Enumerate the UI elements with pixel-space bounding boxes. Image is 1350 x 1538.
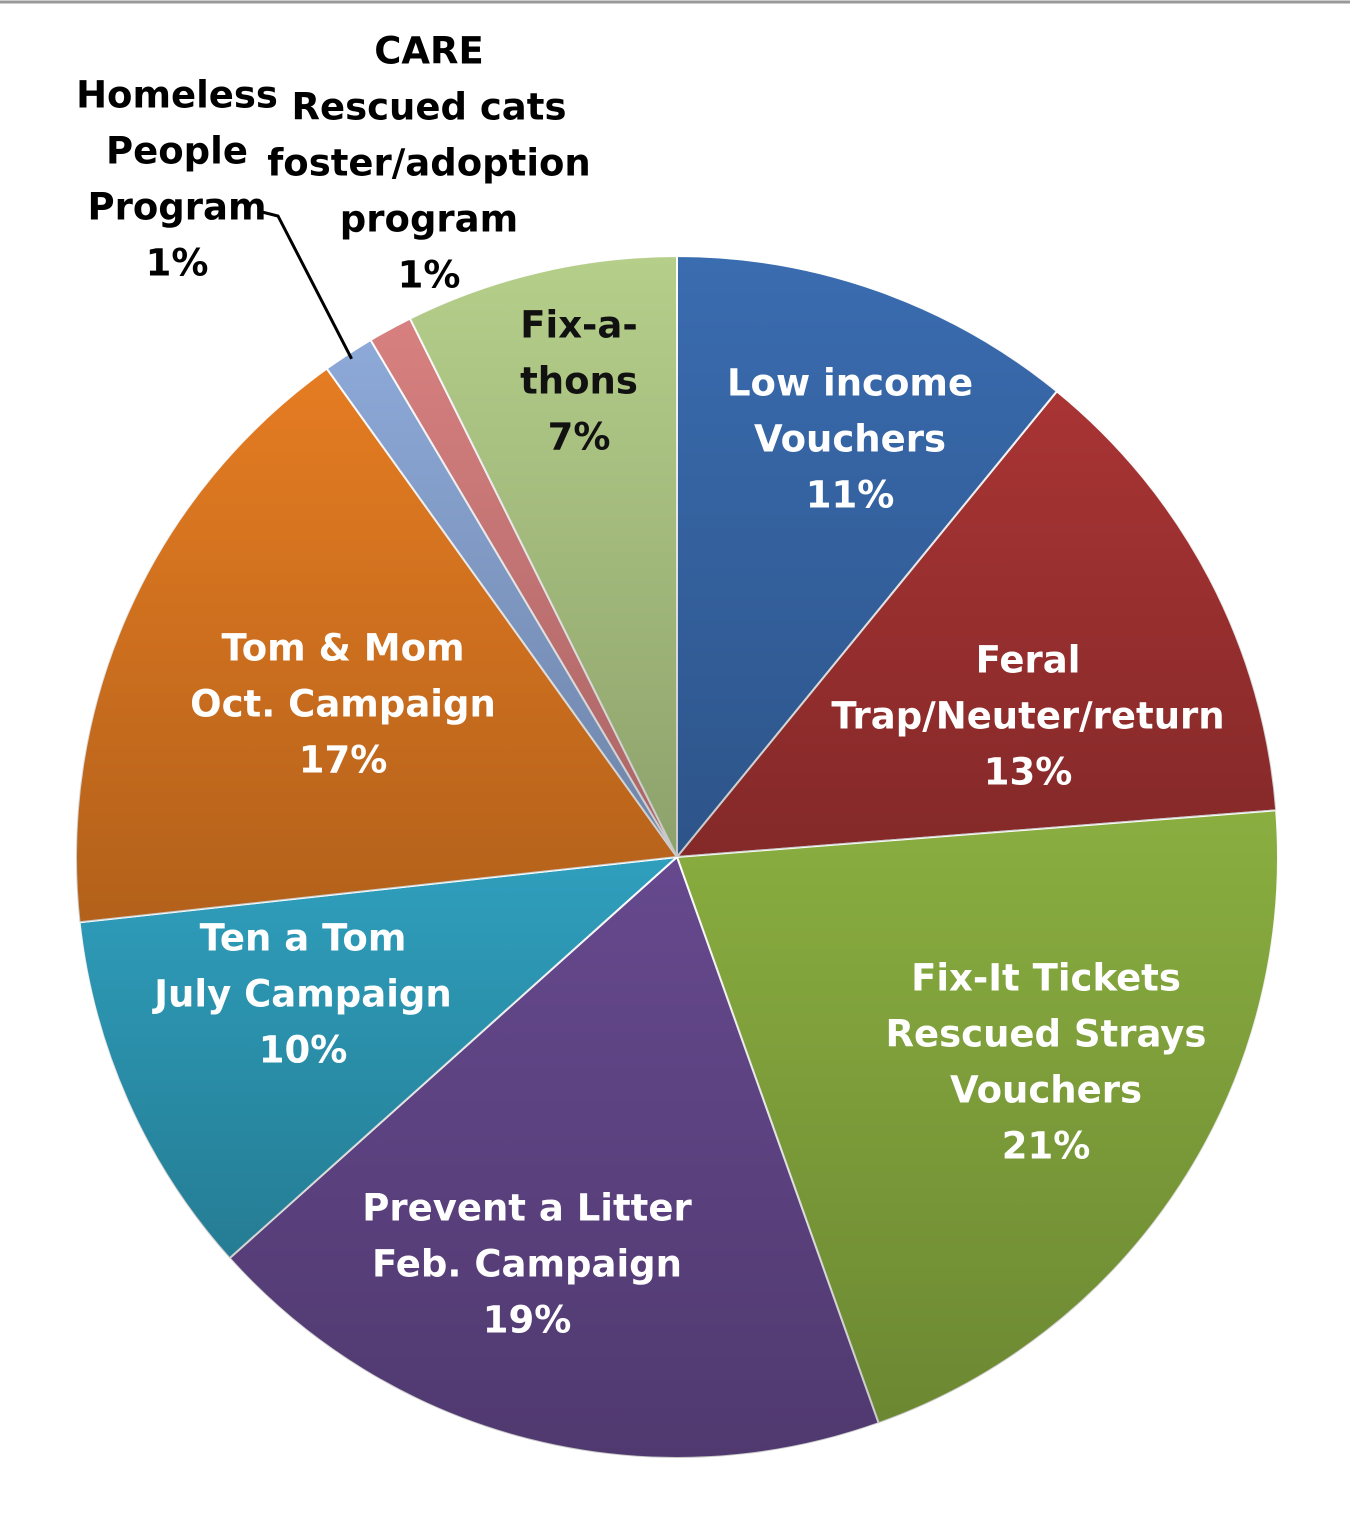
slice-percent: 11% [806,474,895,517]
pie-slice-shade [677,810,1278,1424]
pie-slice-shade [370,318,677,857]
slice-label: Fix-It Tickets Rescued Strays Vouchers 21% [886,957,1207,1168]
slice-label-line: Low income [727,362,973,405]
slice-label-line: July Campaign [151,973,451,1016]
pie-slice-shade [76,368,678,923]
slice-label-line: thons [520,360,638,403]
slice-label-line: Fix-It Tickets [911,957,1181,1000]
slice-label-line: Homeless [76,74,278,117]
slice-label-line: Rescued Strays [886,1013,1207,1056]
slice-percent: 21% [1002,1125,1091,1168]
pie-slice-shade [79,857,677,1259]
slice-label: Feral Trap/Neuter/return 13% [831,639,1224,794]
slice-label: Fix-a-thons 7% [520,304,638,459]
slice-label: Ten a Tom July Campaign 10% [151,917,451,1072]
slice-label-line: Feral [976,639,1081,682]
slice-percent: 7% [548,416,611,459]
slice-percent: 1% [146,242,209,285]
slice-labels: Low income Vouchers 11% Feral Trap/Neuter/re… [76,30,1225,1342]
leader-line-homeless [261,210,353,360]
slice-percent: 13% [984,751,1073,794]
slice-label-line: foster/adoption [267,142,591,185]
slice-label: Low income Vouchers 11% [727,362,973,517]
slice-label-line: Feb. Campaign [372,1243,682,1286]
pie-slice-shade [229,857,879,1458]
slice-label-line: Trap/Neuter/return [831,695,1224,738]
slice-label: Homeless People Program 1% [76,74,278,285]
pie-slice-shade [410,256,677,857]
pie-slice-shade [677,256,1057,857]
slice-label: CARE Rescued cats foster/adoption program 1% [267,30,591,297]
leader-lines [261,210,353,360]
slice-label-line: Oct. Campaign [190,683,496,726]
slice-percent: 1% [398,254,461,297]
slice-label: Tom & Mom Oct. Campaign 17% [190,627,496,782]
slice-label-line: CARE [374,30,484,73]
pie-slice-shade [326,339,677,858]
pie-slice-shade [677,391,1277,857]
slice-percent: 10% [259,1029,348,1072]
slice-label-line: Rescued cats [292,86,567,129]
slice-label-line: program [340,198,518,241]
slice-label-line: Program [87,186,266,229]
slice-label-line: Fix-a- [520,304,638,347]
slice-percent: 19% [483,1299,572,1342]
slice-label-line: Prevent a Litter [362,1187,692,1230]
slice-label-line: People [106,130,248,173]
pie-shading [76,256,1278,1458]
slice-percent: 17% [299,739,388,782]
slice-label: Prevent a Litter Feb. Campaign 19% [362,1187,692,1342]
slice-label-line: Vouchers [754,418,946,461]
slice-label-line: Ten a Tom [200,917,407,960]
slice-label-line: Vouchers [950,1069,1142,1112]
slice-label-line: Tom & Mom [221,627,464,670]
